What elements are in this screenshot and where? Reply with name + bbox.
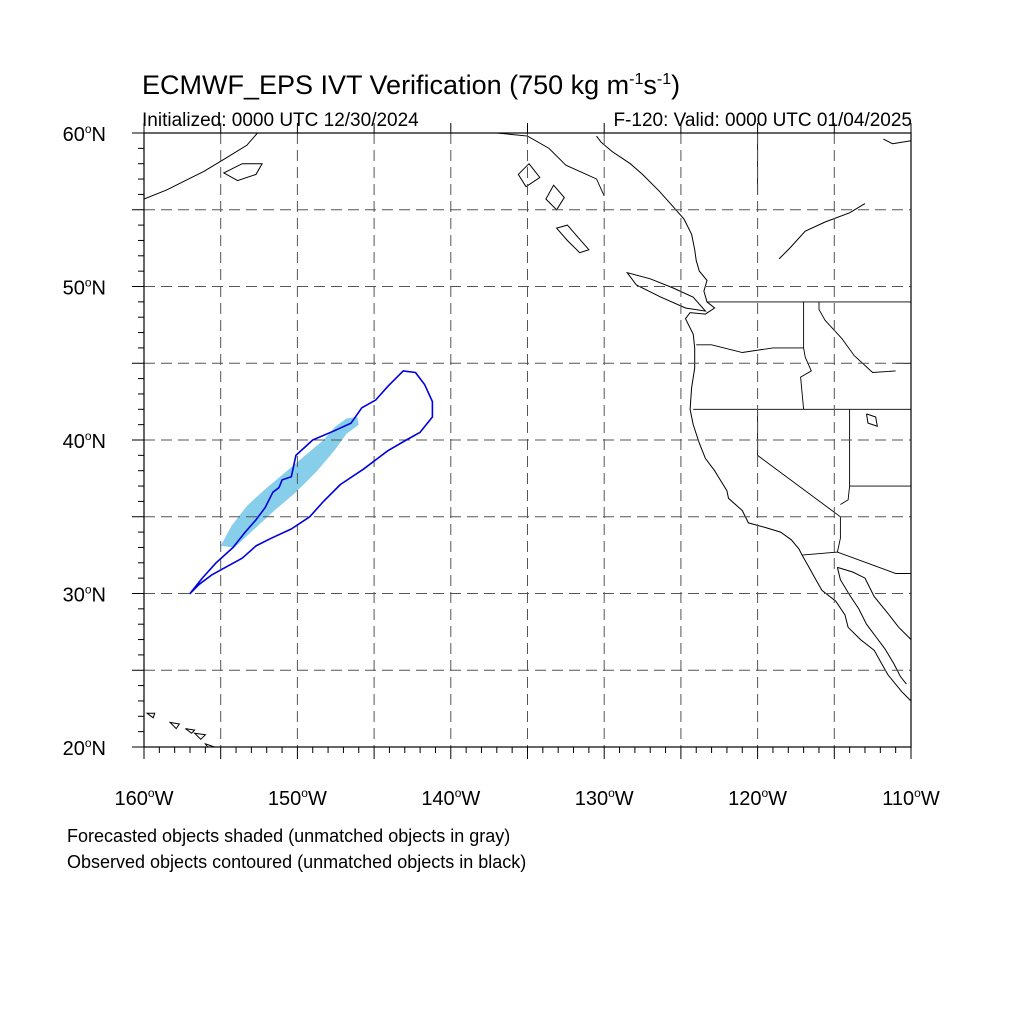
lon-tick-label: 150oW xyxy=(268,786,327,810)
hawaii-island xyxy=(168,721,181,730)
kodiak-island xyxy=(222,163,263,182)
forecast-legend-note: Forecasted objects shaded (unmatched obj… xyxy=(67,826,511,846)
hawaii-island xyxy=(204,742,217,747)
hawaii-island xyxy=(193,732,207,741)
lon-tick-label: 110oW xyxy=(882,786,940,810)
valid-time: F-120: Valid: 0000 UTC 01/04/2025 xyxy=(613,110,912,131)
coastline-layer xyxy=(144,133,911,747)
lon-tick-label: 120oW xyxy=(728,786,787,810)
title-end: ) xyxy=(671,70,681,100)
forecast-object-layer xyxy=(220,417,359,548)
lat-tick-label: 60oN xyxy=(63,122,106,146)
title-main: ECMWF_EPS IVT Verification (750 kg m xyxy=(142,70,630,100)
political-border xyxy=(818,301,896,373)
title-mid: s xyxy=(643,70,657,100)
lon-tick-label: 130oW xyxy=(575,786,634,810)
coastal-island xyxy=(517,162,541,188)
mainland-gulf-coastline xyxy=(837,566,911,640)
lat-tick-label: 30oN xyxy=(63,583,106,607)
west-coast-coastline xyxy=(596,135,911,702)
political-border xyxy=(757,409,841,553)
title-exponent-2: -1 xyxy=(656,71,672,88)
observed-legend-note: Observed objects contoured (unmatched ob… xyxy=(67,852,527,872)
lat-tick-label: 40oN xyxy=(63,429,106,453)
lat-tick-label: 50oN xyxy=(63,276,106,300)
political-border xyxy=(696,301,805,353)
political-borders-layer xyxy=(496,133,911,574)
figure-title: ECMWF_EPS IVT Verification (750 kg m-1s-… xyxy=(142,70,680,101)
hawaii-island xyxy=(185,728,196,734)
title-exponent-1: -1 xyxy=(629,71,644,88)
lat-tick-label: 20oN xyxy=(63,736,106,760)
observed-object-layer xyxy=(189,370,434,595)
forecast-object-shade xyxy=(220,417,359,548)
coastal-island xyxy=(625,271,707,312)
hawaii-island xyxy=(145,712,156,719)
political-border xyxy=(840,409,851,505)
coastal-island xyxy=(555,224,590,254)
political-border xyxy=(800,347,812,410)
political-border xyxy=(496,133,605,197)
lake-river xyxy=(778,203,866,260)
tick-marks xyxy=(132,123,912,759)
initialized-time: Initialized: 0000 UTC 12/30/2024 xyxy=(142,110,419,131)
axis-labels: 160oW 150oW 140oW 130oW 120oW 110oW 60oN 50oN 40… xyxy=(63,122,940,810)
alaska-coastline xyxy=(144,133,258,200)
coastal-island xyxy=(545,184,565,211)
lon-tick-label: 140oW xyxy=(421,786,480,810)
lon-tick-label: 160oW xyxy=(115,786,174,810)
canada-coast-east xyxy=(883,138,911,145)
lake-river xyxy=(866,413,878,427)
graticule-layer xyxy=(144,133,911,747)
political-border xyxy=(802,551,911,574)
observed-object-contour xyxy=(189,370,434,595)
